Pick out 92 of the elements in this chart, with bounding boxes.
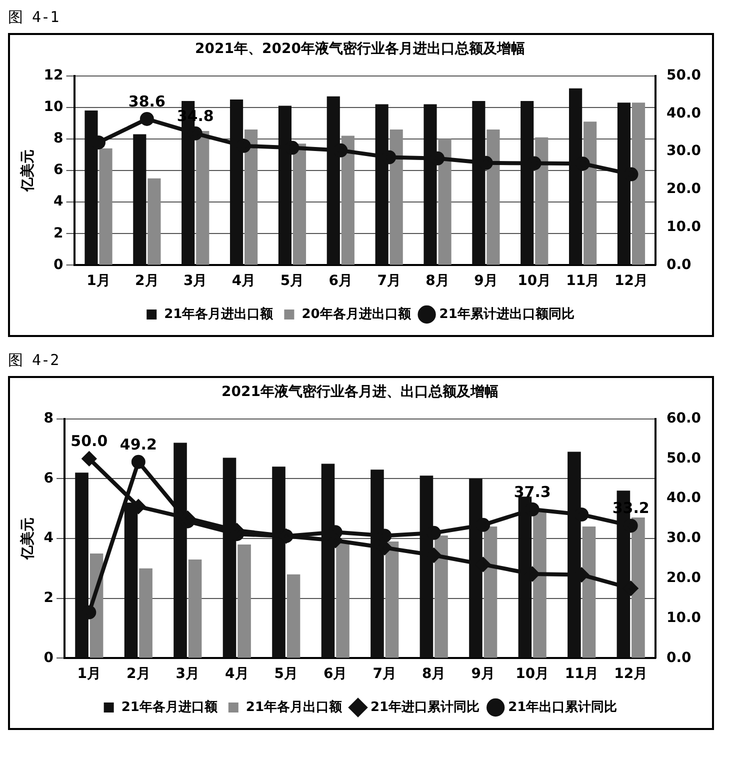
y2-tick-label: 0.0 <box>666 256 692 273</box>
y2-tick-label: 20.0 <box>666 181 702 198</box>
y-axis-title: 亿美元 <box>19 518 36 560</box>
y2-tick-label: 0.0 <box>666 650 692 666</box>
x-tick-label: 1月 <box>86 273 110 290</box>
y2-tick-label: 30.0 <box>666 530 702 546</box>
data-label: 49.2 <box>120 435 157 454</box>
bar <box>188 559 202 658</box>
legend-label: 21年各月进口额 <box>121 698 218 715</box>
y-tick-label: 0 <box>54 256 64 273</box>
y2-tick-label: 20.0 <box>666 570 702 586</box>
y2-tick-label: 40.0 <box>666 490 702 506</box>
x-tick-label: 12月 <box>614 666 648 682</box>
legend-label: 21年各月出口额 <box>246 698 343 715</box>
y-tick-label: 0 <box>44 650 54 666</box>
bar <box>286 574 300 658</box>
x-tick-label: 8月 <box>426 273 450 290</box>
bar <box>196 131 210 265</box>
bar <box>238 544 251 658</box>
y2-tick-label: 10.0 <box>666 610 702 626</box>
x-tick-label: 7月 <box>372 666 396 682</box>
bar <box>533 512 546 658</box>
x-tick-label: 3月 <box>183 273 208 290</box>
x-tick-label: 4月 <box>232 273 256 290</box>
legend-label: 20年各月进出口额 <box>302 306 412 322</box>
x-tick-label: 7月 <box>377 273 401 290</box>
bar <box>292 144 306 265</box>
y-tick-label: 8 <box>44 410 54 426</box>
bar <box>434 536 448 658</box>
legend-label: 21年进口累计同比 <box>370 700 480 715</box>
chart-title: 2021年液气密行业各月进、出口总额及增幅 <box>222 383 498 400</box>
x-tick-label: 2月 <box>126 666 150 682</box>
x-tick-label: 8月 <box>422 666 446 682</box>
y-tick-label: 6 <box>54 162 64 178</box>
y-tick-label: 4 <box>54 194 64 210</box>
y2-tick-label: 50.0 <box>666 450 702 466</box>
x-tick-label: 1月 <box>77 666 102 682</box>
y-tick-label: 2 <box>44 590 54 606</box>
y-axis-title: 亿美元 <box>19 150 36 192</box>
caption: 图 4-1 <box>8 8 60 27</box>
x-tick-label: 12月 <box>614 273 648 290</box>
legend-label: 21年各月进出口额 <box>164 306 274 322</box>
y-tick-label: 8 <box>54 130 64 147</box>
y2-tick-label: 10.0 <box>666 218 702 235</box>
y2-tick-label: 30.0 <box>666 143 702 160</box>
legend-label: 21年累计进出口额同比 <box>439 306 574 322</box>
bar <box>535 137 548 265</box>
caption: 图 4-2 <box>8 351 60 370</box>
bar <box>438 138 452 265</box>
bar <box>99 148 112 265</box>
bar <box>632 102 646 265</box>
x-tick-label: 3月 <box>176 666 200 682</box>
x-tick-label: 9月 <box>471 666 495 682</box>
y2-tick-label: 50.0 <box>666 67 702 84</box>
legend-label: 21年出口累计同比 <box>508 700 618 715</box>
x-tick-label: 11月 <box>566 273 600 290</box>
bar <box>582 526 596 658</box>
bar <box>486 129 500 265</box>
bar <box>148 178 161 265</box>
point <box>140 112 154 126</box>
y-tick-label: 12 <box>44 67 64 84</box>
data-label: 50.0 <box>70 432 108 450</box>
x-tick-label: 5月 <box>280 273 304 290</box>
point <box>131 454 146 469</box>
bar <box>385 541 399 658</box>
bar <box>632 518 645 658</box>
data-label: 37.3 <box>514 482 551 501</box>
x-tick-label: 10月 <box>516 666 550 682</box>
y-tick-label: 6 <box>44 470 54 486</box>
y2-tick-label: 40.0 <box>666 105 702 122</box>
x-tick-label: 6月 <box>324 666 348 682</box>
point <box>82 452 96 466</box>
y2-tick-label: 60.0 <box>666 410 702 426</box>
bar <box>584 122 597 265</box>
data-label: 38.6 <box>128 92 166 110</box>
x-tick-label: 6月 <box>328 273 353 290</box>
y-tick-label: 2 <box>54 225 64 242</box>
bar <box>133 134 146 265</box>
chart-title: 2021年、2020年液气密行业各月进出口总额及增幅 <box>195 40 525 58</box>
bar <box>139 568 152 658</box>
x-tick-label: 2月 <box>135 273 159 290</box>
x-tick-label: 5月 <box>274 666 298 682</box>
x-tick-label: 4月 <box>225 666 249 682</box>
x-tick-label: 9月 <box>474 273 498 290</box>
bar <box>341 136 354 265</box>
bar <box>336 541 350 658</box>
x-tick-label: 11月 <box>564 666 598 682</box>
x-tick-label: 10月 <box>518 273 552 290</box>
y-tick-label: 4 <box>44 530 54 546</box>
bar <box>390 129 403 265</box>
bar <box>244 129 258 265</box>
y-tick-label: 10 <box>44 99 64 116</box>
